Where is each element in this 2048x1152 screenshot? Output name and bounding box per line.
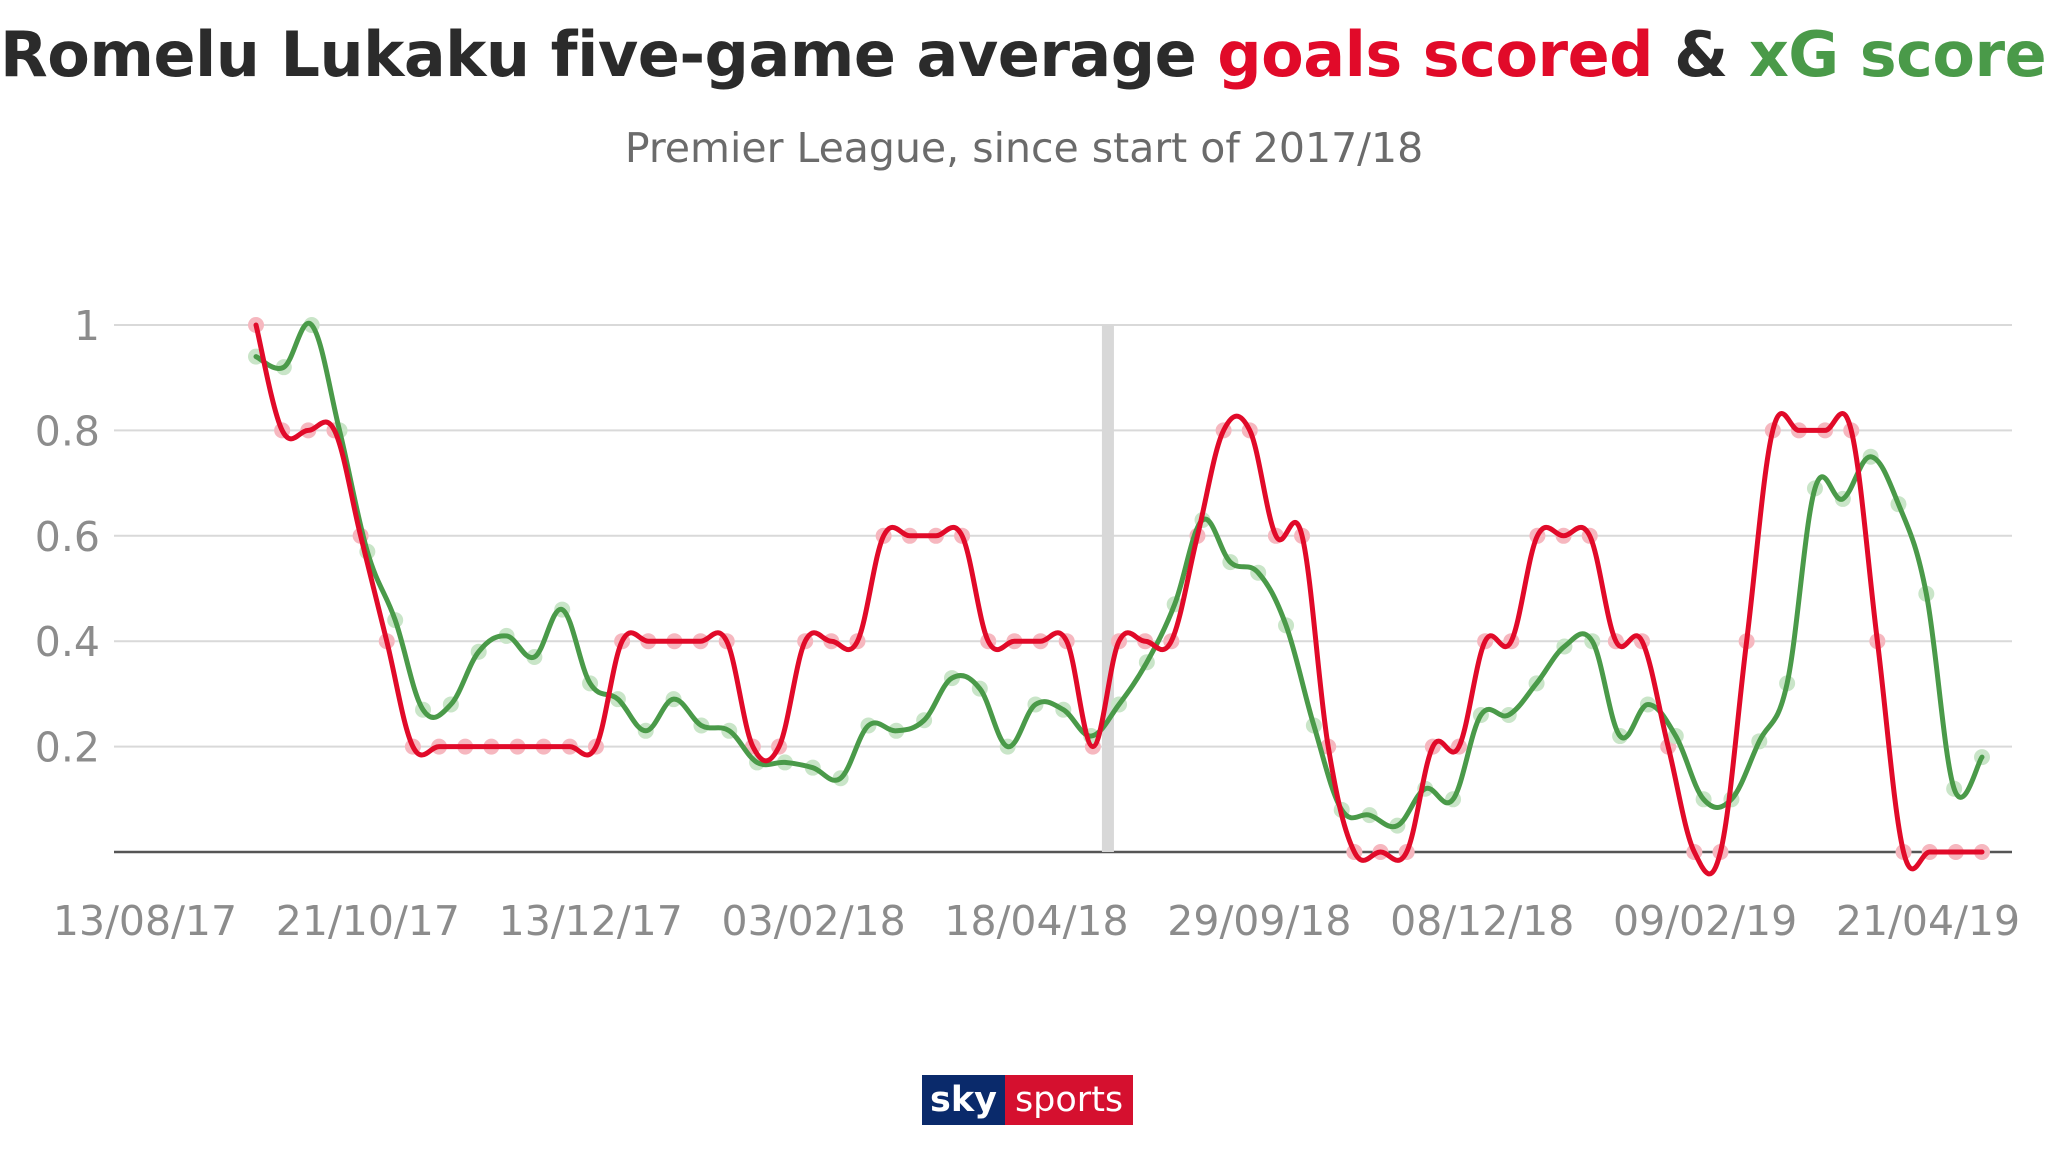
- logo-sports: sports: [1004, 1075, 1134, 1125]
- series-markers: [248, 317, 1990, 860]
- title-xg: xG scored: [1748, 18, 2048, 91]
- x-tick-label: 09/02/19: [1613, 897, 1797, 945]
- x-tick-label: 03/02/18: [722, 897, 906, 945]
- x-tick-label: 13/12/17: [499, 897, 683, 945]
- series-lines: [253, 320, 1985, 877]
- season-divider-bar: [1101, 325, 1114, 852]
- y-tick-label: 0.2: [35, 724, 100, 772]
- y-axis-tick-labels: 0.2 0.4 0.6 0.8 1: [35, 302, 100, 772]
- x-tick-label: 08/12/18: [1390, 897, 1574, 945]
- x-tick-label: 13/08/17: [53, 897, 237, 945]
- x-tick-label: 29/09/18: [1167, 897, 1351, 945]
- x-tick-label: 18/04/18: [944, 897, 1128, 945]
- y-tick-label: 0.4: [35, 618, 100, 666]
- chart-title: Romelu Lukaku five-game average goals sc…: [0, 18, 2048, 91]
- x-axis-tick-labels: 13/08/17 21/10/17 13/12/17 03/02/18 18/04/18…: [53, 897, 2020, 945]
- title-amp: &: [1653, 18, 1749, 91]
- y-tick-label: 0.8: [35, 407, 100, 455]
- title-prefix: Romelu Lukaku five-game average: [0, 18, 1218, 91]
- season-divider: [1101, 325, 1114, 852]
- y-tick-label: 1: [74, 302, 100, 350]
- x-tick-label: 21/04/19: [1836, 897, 2020, 945]
- gridlines: [114, 324, 2012, 854]
- chart-subtitle: Premier League, since start of 2017/18: [624, 124, 1424, 172]
- title-goals: goals scored: [1217, 18, 1654, 91]
- x-tick-label: 21/10/17: [276, 897, 460, 945]
- goals-series-line: [253, 322, 1985, 877]
- sky-sports-logo: sky sports: [922, 1075, 1134, 1125]
- y-tick-label: 0.6: [35, 513, 100, 561]
- logo-sky: sky: [922, 1075, 1005, 1125]
